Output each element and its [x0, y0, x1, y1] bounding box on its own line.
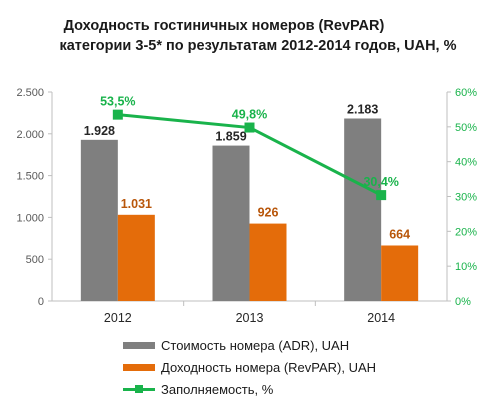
marker-occupancy	[244, 122, 255, 133]
data-label-adr: 1.859	[215, 130, 246, 144]
x-tick-label: 2012	[104, 311, 132, 325]
legend-item-occupancy: Заполняемость, %	[123, 378, 376, 400]
data-label-occupancy: 49,8%	[232, 108, 267, 122]
data-label-adr: 1.928	[84, 124, 115, 138]
legend-swatch-revpar	[123, 363, 155, 371]
y-left-tick-label: 1.500	[16, 171, 44, 183]
legend-line-occupancy	[123, 383, 155, 395]
bar-adr	[344, 118, 382, 302]
y-left-tick-label: 2.500	[16, 87, 44, 99]
legend-label-occupancy: Заполняемость, %	[161, 381, 274, 397]
bar-revpar	[117, 214, 155, 301]
x-tick-label: 2013	[236, 311, 264, 325]
data-label-revpar: 664	[389, 227, 410, 241]
chart-legend: Стоимость номера (ADR), UAH Доходность н…	[123, 334, 376, 400]
marker-occupancy	[376, 190, 387, 201]
y-right-tick-label: 20%	[455, 226, 477, 238]
legend-item-adr: Стоимость номера (ADR), UAH	[123, 334, 376, 356]
bar-revpar	[249, 223, 287, 301]
data-label-revpar: 926	[258, 206, 279, 220]
chart-title-line1: Доходность гостиничных номеров (RevPAR)	[63, 18, 385, 34]
x-tick-label: 2014	[367, 311, 395, 325]
data-label-adr: 2.183	[347, 103, 378, 117]
y-right-tick-label: 10%	[455, 261, 477, 273]
data-label-occupancy: 30,4%	[363, 175, 398, 189]
marker-occupancy	[112, 109, 123, 120]
data-label-revpar: 1.031	[121, 197, 152, 211]
y-right-tick-label: 50%	[455, 122, 477, 134]
legend-label-adr: Стоимость номера (ADR), UAH	[161, 337, 350, 353]
y-right-tick-label: 40%	[455, 157, 477, 169]
data-label-occupancy: 53,5%	[100, 95, 135, 109]
y-left-tick-label: 1.000	[16, 212, 44, 224]
chart-canvas: 0 500 1.000 1.500 2.000 2.500 0% 10% 20% 30% 40% 50…	[16, 87, 477, 325]
legend-swatch-adr	[123, 341, 155, 349]
bar-adr	[80, 139, 118, 301]
legend-item-revpar: Доходность номера (RevPAR), UAH	[123, 356, 376, 378]
y-right-tick-label: 30%	[455, 192, 477, 204]
y-right-tick-label: 0%	[455, 296, 471, 308]
y-right-tick-label: 60%	[455, 87, 477, 99]
chart-title-line2: категории 3-5* по результатам 2012-2014 …	[59, 38, 457, 54]
y-left-tick-label: 500	[26, 254, 44, 266]
legend-label-revpar: Доходность номера (RevPAR), UAH	[161, 359, 377, 375]
y-left-tick-label: 0	[38, 296, 44, 308]
bar-adr	[212, 145, 250, 301]
bar-revpar	[381, 245, 419, 301]
y-left-tick-label: 2.000	[16, 129, 44, 141]
